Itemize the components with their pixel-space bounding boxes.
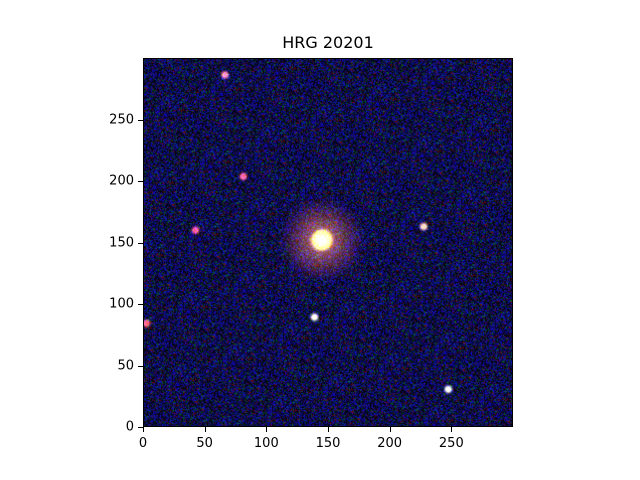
y-tick-label: 250 — [109, 112, 134, 127]
y-tick-mark — [138, 181, 143, 182]
y-tick-label: 50 — [117, 358, 134, 373]
x-tick-mark — [266, 427, 268, 432]
y-tick-mark — [138, 242, 143, 244]
y-tick-label: 0 — [125, 419, 134, 435]
x-tick-mark — [328, 427, 329, 432]
y-tick-label: 100 — [109, 296, 134, 312]
sky-image — [143, 58, 513, 427]
x-tick-mark — [451, 427, 453, 432]
x-tick-label: 200 — [377, 436, 403, 451]
x-tick-label: 250 — [438, 436, 464, 451]
x-tick-label: 150 — [315, 436, 341, 451]
y-tick-mark — [138, 119, 143, 121]
x-tick-label: 0 — [138, 436, 148, 451]
y-tick-mark — [138, 304, 143, 305]
x-tick-label: 100 — [253, 436, 279, 451]
y-tick-mark — [138, 365, 143, 367]
x-tick-mark — [389, 427, 391, 432]
plot-title: HRG 20201 — [282, 33, 374, 52]
x-tick-mark — [204, 427, 206, 432]
y-tick-label: 200 — [109, 173, 134, 189]
y-tick-mark — [138, 427, 143, 428]
sky-image-canvas — [144, 59, 512, 426]
x-tick-mark — [143, 427, 144, 432]
y-tick-label: 150 — [109, 235, 134, 250]
x-tick-label: 50 — [196, 436, 213, 451]
